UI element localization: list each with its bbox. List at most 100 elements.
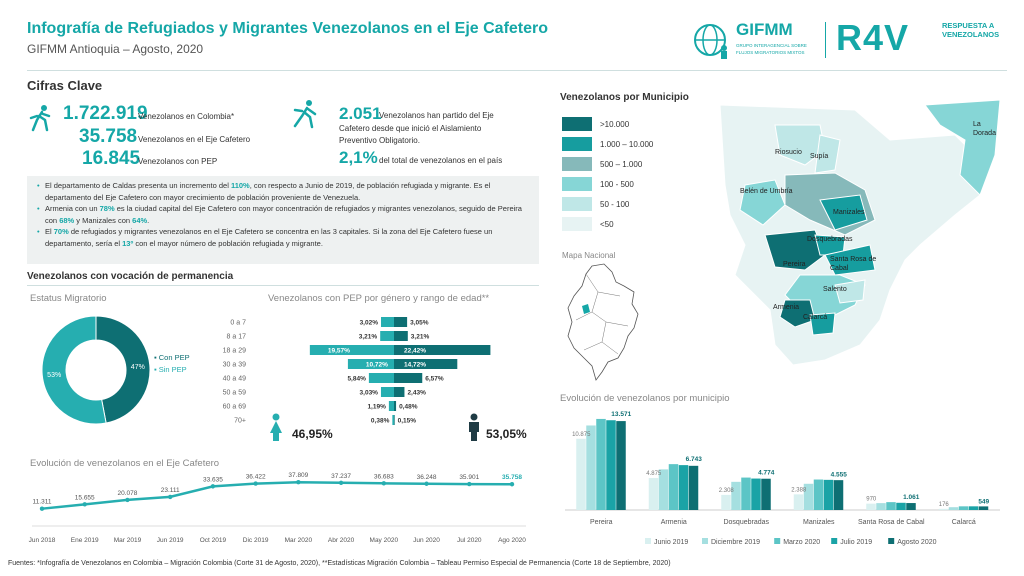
line-point: [338, 480, 344, 485]
pyramid-bar-male: [394, 345, 491, 355]
line-x-tick: Mar 2020: [285, 537, 313, 544]
salida-value: 2.051: [339, 104, 382, 123]
municipio-bar: [761, 478, 771, 510]
legend-label: >10.000: [600, 120, 630, 129]
bar-category-label: Calarcá: [952, 519, 976, 526]
gifmm-logo-sub2: FLUJOS MIGRATORIOS MIXTOS: [736, 50, 805, 55]
map-place-label: Manizales: [833, 209, 865, 216]
municipio-bar: [668, 464, 679, 510]
estatus-title: Estatus Migratorio: [30, 293, 107, 304]
bar-legend-swatch: [645, 538, 651, 544]
line-series: [41, 480, 513, 510]
permanencia-heading: Venezolanos con vocación de permanencia: [27, 271, 234, 282]
municipio-bar: [678, 465, 689, 510]
colombia-label: Venezolanos en Colombia*: [138, 112, 235, 121]
bar-category-label: Pereira: [590, 519, 613, 526]
municipio-bar: [866, 503, 876, 510]
pyramid-label-female: 5,84%: [347, 376, 366, 383]
bar-category-label: Armenia: [661, 519, 687, 526]
bar-label-first: 10.875: [572, 432, 591, 438]
municipio-bar: [688, 465, 699, 510]
municipio-bar: [958, 506, 969, 510]
pyramid-label-female: 19,57%: [328, 348, 350, 355]
bar-label-last: 549: [978, 498, 989, 505]
donut-slice-1: [41, 315, 107, 425]
running-person-icon: [293, 100, 317, 129]
map-heading: Venezolanos por Municipio: [560, 92, 689, 103]
pyramid-bar-male: [394, 373, 423, 383]
male-pct: 53,05%: [486, 427, 527, 441]
gifmm-logo: GIFMM GRUPO INTERAGENCIAL SOBRE FLUJOS M…: [690, 20, 820, 60]
r4v-logo-side2: VENEZOLANOS: [942, 30, 1000, 39]
municipio-bar: [886, 502, 896, 510]
map-place-label: Belén de Umbría: [740, 188, 793, 195]
bar-category-label: Dosquebradas: [723, 519, 769, 526]
female-icon: [270, 413, 282, 441]
pep-value: 16.845: [82, 148, 141, 169]
colombia-inset-map: [567, 263, 639, 381]
municipio-bar: [721, 494, 731, 510]
r4v-logo-text: R4V: [836, 17, 910, 58]
line-chart-title: Evolución de venezolanos en el Eje Cafet…: [30, 458, 220, 469]
municipio-bar: [813, 479, 824, 510]
colombia-value: 1.722.919: [63, 103, 148, 124]
gifmm-logo-text: GIFMM: [736, 20, 793, 39]
pyramid-bar-male: [394, 415, 395, 425]
pyramid-label-male: 0,48%: [399, 404, 418, 411]
age-label: 0 a 7: [230, 320, 246, 327]
permanencia-divider: [27, 285, 539, 286]
bar-label-last: 6.743: [686, 456, 703, 463]
pyramid-label-female: 0,38%: [371, 418, 390, 425]
line-value-label: 36.422: [246, 474, 266, 481]
pep-label: Venezolanos con PEP: [138, 157, 218, 166]
page-subtitle: GIFMM Antioquia – Agosto, 2020: [27, 42, 204, 56]
r4v-logo-side1: RESPUESTA A: [942, 21, 995, 30]
pyramid-label-female: 3,21%: [359, 334, 378, 341]
age-label: 60 a 69: [223, 404, 246, 411]
line-value-label: 35.758: [502, 474, 522, 481]
pyramid-bar-male: [394, 359, 458, 369]
notes-box: El departamento de Caldas presenta un in…: [27, 176, 539, 264]
line-value-label: 33.635: [203, 476, 223, 483]
salida-line2: Cafetero desde que inició el Aislamiento: [339, 124, 482, 133]
bar-label-last: 4.774: [758, 470, 775, 477]
donut-legend-1: ▪ Sin PEP: [154, 365, 187, 374]
bar-label-first: 2.388: [791, 487, 807, 493]
bar-label-first: 176: [939, 502, 950, 508]
municipio-bar: [938, 508, 949, 510]
gifmm-logo-sub1: GRUPO INTERAGENCIAL SOBRE: [736, 43, 807, 48]
line-value-label: 15.655: [75, 494, 95, 501]
municipio-bar: [876, 503, 886, 510]
bar-category-label: Manizales: [803, 519, 835, 526]
note-item: Armenia con un 78% es la ciudad capital …: [37, 203, 531, 226]
bar-label-last: 4.555: [831, 472, 848, 479]
donut-slice-0: [95, 315, 151, 424]
municipio-bar: [576, 438, 586, 510]
line-point: [467, 481, 472, 487]
municipio-bar: [823, 479, 834, 510]
pep-pyramid-chart: 0 a 7 3,02% 3,05% 8 a 17 3,21% 3,21% 18 a 29 19…: [223, 317, 491, 425]
map-place-label: Dosquebradas: [807, 236, 853, 243]
donut-label-0: 47%: [131, 364, 145, 371]
municipio-bar: [741, 477, 751, 510]
salida-line3: Preventivo Obligatorio.: [339, 136, 420, 145]
pct-label: del total de venezolanos en el país: [379, 156, 503, 165]
pyramid-bar-female: [392, 415, 394, 425]
line-value-label: 36.683: [374, 473, 394, 480]
pyramid-bar-female: [388, 401, 394, 411]
pyramid-label-male: 22,42%: [404, 348, 426, 355]
line-x-tick: Ago 2020: [498, 537, 526, 544]
map-labels: La Dorada Riosucio Supía Belén de Umbría Man…: [715, 95, 1005, 385]
municipio-bar: [751, 478, 761, 510]
municipio-bar: [803, 483, 814, 510]
line-value-label: 23.111: [161, 487, 180, 494]
bar-label-last: 13.571: [611, 411, 631, 418]
line-point: [424, 481, 429, 486]
municipio-bar: [648, 478, 659, 510]
municipio-bar: [948, 507, 959, 510]
legend-label: 1.000 – 10.000: [600, 140, 654, 149]
bar-label-first: 4.875: [646, 471, 662, 477]
legend-label: 100 - 500: [600, 180, 634, 189]
pyramid-bar-male: [394, 387, 405, 397]
line-x-tick: Abr 2020: [328, 537, 355, 544]
